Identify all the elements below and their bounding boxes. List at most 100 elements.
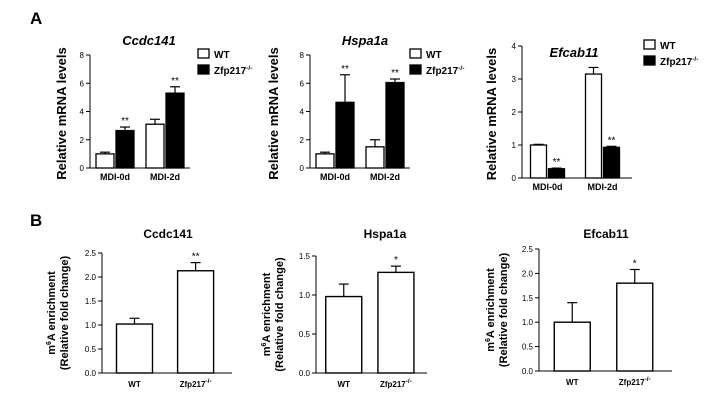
bar — [95, 153, 115, 169]
legend-label: Zfp217-/- — [214, 65, 252, 77]
panel-label-b: B — [30, 211, 42, 230]
x-category-label: MDI-2d — [370, 172, 400, 182]
chart-title: Hspa1a — [364, 227, 407, 241]
y-tick-label: 6 — [300, 79, 305, 88]
x-category-label: MDI-0d — [533, 182, 563, 192]
y-tick-label: 0.0 — [522, 367, 534, 376]
y-axis-label-line2: (Relative fold change) — [59, 256, 71, 371]
x-category-label: MDI-0d — [320, 172, 350, 182]
bar — [377, 271, 415, 374]
y-tick-label: 0 — [300, 164, 305, 173]
significance-marker: ** — [608, 135, 616, 146]
y-tick-label: 1.0 — [85, 321, 97, 330]
y-axis-label-line1: m6A enrichment — [261, 272, 273, 356]
bar — [553, 321, 591, 372]
y-axis-label-line1: m6A enrichment — [46, 271, 58, 355]
significance-marker: ** — [192, 252, 200, 263]
y-tick-label: 0.0 — [85, 369, 97, 378]
bar — [335, 101, 355, 169]
chart-title: Efcab11 — [550, 45, 599, 60]
legend-label: Zfp217-/- — [660, 56, 698, 68]
significance-marker: ** — [121, 116, 129, 127]
y-axis-label-line2: (Relative fold change) — [498, 253, 510, 368]
chart-title: Ccdc141 — [143, 227, 193, 241]
y-tick-label: 2.0 — [522, 269, 534, 278]
y-tick-label: 0.5 — [522, 343, 534, 352]
bar — [176, 270, 215, 374]
bar — [529, 144, 548, 179]
y-tick-label: 0 — [512, 174, 517, 183]
legend-label: WT — [214, 50, 230, 61]
y-tick-label: 8 — [80, 51, 85, 60]
significance-marker: * — [394, 255, 398, 266]
y-tick-label: 3 — [512, 75, 517, 84]
y-tick-label: 4 — [512, 42, 517, 51]
bar — [115, 129, 135, 169]
y-tick-label: 2.5 — [522, 245, 534, 254]
y-tick-label: 0 — [80, 164, 85, 173]
bar — [165, 92, 185, 169]
y-tick-label: 0.5 — [299, 330, 311, 339]
bar — [145, 123, 165, 169]
y-tick-label: 6 — [80, 79, 85, 88]
y-axis-label: Relative mRNA levels — [266, 47, 281, 179]
chart-title: Efcab11 — [583, 227, 629, 241]
y-tick-label: 1.0 — [522, 318, 534, 327]
y-tick-label: 8 — [300, 51, 305, 60]
bar — [315, 153, 335, 169]
y-axis-label: Relative mRNA levels — [54, 47, 69, 179]
legend-swatch — [197, 48, 210, 59]
significance-marker: ** — [171, 76, 179, 87]
chart-title: Hspa1a — [342, 33, 388, 48]
x-category-label: WT — [566, 378, 579, 387]
y-tick-label: 4 — [80, 108, 85, 117]
y-tick-label: 1.5 — [522, 294, 534, 303]
bar — [365, 146, 385, 169]
y-axis-label-line1: m6A enrichment — [485, 268, 497, 352]
legend-swatch — [409, 64, 422, 75]
y-tick-label: 2 — [512, 108, 517, 117]
legend-swatch — [643, 39, 656, 50]
bar — [385, 81, 405, 169]
bar — [325, 295, 363, 374]
legend-swatch — [643, 55, 656, 66]
bar — [547, 168, 566, 179]
x-category-label: Zfp217-/- — [619, 376, 651, 387]
legend-label: WT — [426, 50, 442, 61]
x-category-label: Zfp217-/- — [380, 378, 412, 389]
chart-title: Ccdc141 — [122, 33, 175, 48]
y-tick-label: 1.5 — [85, 297, 97, 306]
significance-marker: ** — [391, 68, 399, 79]
y-tick-label: 2.5 — [85, 249, 97, 258]
y-axis-label: Relative mRNA levels — [484, 48, 499, 180]
legend-label: WT — [660, 41, 676, 52]
x-category-label: Zfp217-/- — [180, 378, 212, 389]
y-tick-label: 0.5 — [85, 345, 97, 354]
x-category-label: MDI-0d — [100, 172, 130, 182]
significance-marker: * — [633, 258, 637, 269]
x-category-label: WT — [128, 380, 141, 389]
legend-swatch — [409, 48, 422, 59]
legend-label: Zfp217-/- — [426, 65, 464, 77]
bar — [115, 323, 154, 374]
panel-label-a: A — [30, 9, 42, 28]
significance-marker: ** — [341, 64, 349, 75]
x-category-label: MDI-2d — [588, 182, 618, 192]
bar — [602, 146, 621, 179]
y-tick-label: 2 — [80, 136, 85, 145]
bar — [584, 73, 603, 179]
significance-marker: ** — [553, 157, 561, 168]
bar — [616, 282, 654, 372]
y-axis-label-line2: (Relative fold change) — [274, 257, 286, 372]
y-tick-label: 1.5 — [299, 252, 311, 261]
y-tick-label: 4 — [300, 108, 305, 117]
x-category-label: MDI-2d — [150, 172, 180, 182]
y-tick-label: 0.0 — [299, 369, 311, 378]
y-tick-label: 1 — [512, 141, 517, 150]
y-tick-label: 2 — [300, 136, 305, 145]
legend-swatch — [197, 64, 210, 75]
y-tick-label: 2.0 — [85, 273, 97, 282]
y-tick-label: 1.0 — [299, 291, 311, 300]
